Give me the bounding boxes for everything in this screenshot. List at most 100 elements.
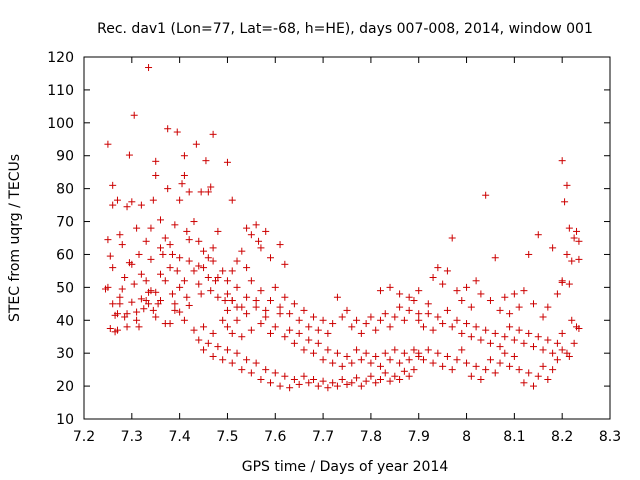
data-point xyxy=(558,157,566,165)
data-point xyxy=(506,323,514,331)
data-point xyxy=(310,349,318,357)
x-tick-label: 7.4 xyxy=(169,429,191,445)
data-point xyxy=(314,382,322,390)
data-point xyxy=(190,218,198,226)
data-point xyxy=(520,339,528,347)
data-point xyxy=(458,329,466,337)
x-tick-label: 7.6 xyxy=(264,429,286,445)
data-point xyxy=(482,366,490,374)
data-point xyxy=(491,254,499,262)
data-point xyxy=(247,326,255,334)
data-point xyxy=(266,379,274,387)
data-point xyxy=(178,180,186,188)
data-point xyxy=(276,241,284,249)
data-point xyxy=(396,290,404,298)
data-point xyxy=(310,376,318,384)
data-point xyxy=(223,158,231,166)
plot-border xyxy=(83,56,611,420)
data-point xyxy=(477,290,485,298)
data-point xyxy=(467,333,475,341)
data-point xyxy=(286,326,294,334)
data-point xyxy=(195,280,203,288)
data-point xyxy=(305,379,313,387)
data-point xyxy=(262,227,270,235)
data-point xyxy=(534,333,542,341)
data-point xyxy=(142,277,150,285)
data-point xyxy=(491,329,499,337)
data-point xyxy=(276,303,284,311)
data-point xyxy=(204,273,212,281)
data-point xyxy=(329,359,337,367)
data-point xyxy=(252,297,260,305)
data-point xyxy=(424,346,432,354)
data-point xyxy=(491,369,499,377)
data-point xyxy=(166,241,174,249)
data-point xyxy=(171,300,179,308)
data-point xyxy=(314,339,322,347)
data-point xyxy=(111,328,119,336)
data-point xyxy=(453,356,461,364)
data-point xyxy=(228,329,236,337)
data-point xyxy=(300,372,308,380)
data-point xyxy=(544,336,552,344)
data-point xyxy=(173,128,181,136)
y-tick-label: 60 xyxy=(56,247,74,263)
data-point xyxy=(391,372,399,380)
data-point xyxy=(221,297,229,305)
data-point xyxy=(510,336,518,344)
data-point xyxy=(439,320,447,328)
data-point xyxy=(405,372,413,380)
data-point xyxy=(223,306,231,314)
data-point xyxy=(183,293,191,301)
data-point xyxy=(467,372,475,380)
x-tick-label: 8.3 xyxy=(599,429,621,445)
data-point xyxy=(185,188,193,196)
data-point xyxy=(238,303,246,311)
data-point xyxy=(161,234,169,242)
data-point xyxy=(558,329,566,337)
data-point xyxy=(145,64,153,72)
data-point xyxy=(424,300,432,308)
data-point xyxy=(164,125,172,133)
data-point xyxy=(185,257,193,265)
y-tick-label: 110 xyxy=(47,83,74,99)
data-point xyxy=(439,280,447,288)
data-point xyxy=(223,277,231,285)
data-point xyxy=(262,313,270,321)
data-point xyxy=(565,224,573,232)
data-point xyxy=(271,323,279,331)
data-point xyxy=(255,237,263,245)
data-point xyxy=(367,359,375,367)
data-point xyxy=(486,297,494,305)
data-point xyxy=(496,306,504,314)
data-point xyxy=(563,181,571,189)
data-point xyxy=(372,352,380,360)
y-tick-label: 70 xyxy=(56,215,74,231)
data-point xyxy=(168,290,176,298)
data-point xyxy=(472,323,480,331)
data-point xyxy=(310,313,318,321)
data-point xyxy=(128,260,136,268)
data-point xyxy=(113,310,121,318)
data-point xyxy=(506,362,514,370)
data-point xyxy=(477,376,485,384)
data-point xyxy=(405,306,413,314)
data-point xyxy=(381,349,389,357)
data-point xyxy=(496,343,504,351)
data-point xyxy=(286,310,294,318)
data-point xyxy=(247,231,255,239)
data-point xyxy=(544,303,552,311)
data-point xyxy=(104,140,112,148)
data-point xyxy=(159,250,167,258)
data-point xyxy=(520,379,528,387)
data-point xyxy=(300,306,308,314)
data-point xyxy=(209,244,217,252)
data-point xyxy=(109,264,117,272)
data-point xyxy=(257,320,265,328)
data-point xyxy=(534,231,542,239)
data-point xyxy=(329,320,337,328)
data-point xyxy=(482,326,490,334)
data-point xyxy=(506,310,514,318)
y-tick-label: 20 xyxy=(56,379,74,395)
data-point xyxy=(396,303,404,311)
